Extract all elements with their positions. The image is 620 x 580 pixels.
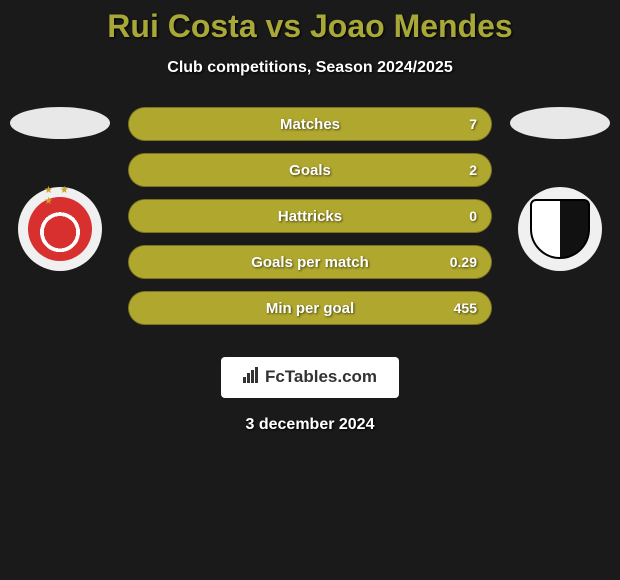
player-left-column: ★ ★ ★ <box>10 107 110 271</box>
stat-value-right: 7 <box>469 116 477 132</box>
player-left-club-badge: ★ ★ ★ <box>18 187 102 271</box>
date-line: 3 december 2024 <box>0 416 620 434</box>
page-title: Rui Costa vs Joao Mendes <box>0 8 620 45</box>
player-left-photo <box>10 107 110 139</box>
player-right-club-badge <box>518 187 602 271</box>
benfica-emblem-icon: ★ ★ ★ <box>28 197 92 261</box>
comparison-card: Rui Costa vs Joao Mendes Club competitio… <box>0 0 620 434</box>
stat-label: Goals per match <box>251 254 369 271</box>
stat-bar: Goals per match 0.29 <box>128 245 492 279</box>
stat-value-right: 0 <box>469 208 477 224</box>
footer: FcTables.com 3 december 2024 <box>0 357 620 434</box>
stat-value-right: 455 <box>454 300 477 316</box>
stats-column: Matches 7 Goals 2 Hattricks 0 Goals per match 0… <box>110 107 510 337</box>
stat-bar: Min per goal 455 <box>128 291 492 325</box>
brand-badge: FcTables.com <box>221 357 399 398</box>
stat-label: Hattricks <box>278 208 342 225</box>
stat-value-right: 0.29 <box>450 254 477 270</box>
subtitle: Club competitions, Season 2024/2025 <box>0 59 620 77</box>
stat-bar: Matches 7 <box>128 107 492 141</box>
player-right-column <box>510 107 610 271</box>
stat-value-right: 2 <box>469 162 477 178</box>
brand-text: FcTables.com <box>265 367 377 386</box>
bar-chart-icon <box>243 367 261 388</box>
vitoria-emblem-icon <box>530 199 590 259</box>
stat-bar: Goals 2 <box>128 153 492 187</box>
benfica-stars-icon: ★ ★ ★ <box>44 185 76 207</box>
stat-label: Min per goal <box>266 300 354 317</box>
main-area: ★ ★ ★ Matches 7 Goals 2 Hattricks 0 Goals per … <box>0 107 620 337</box>
player-right-photo <box>510 107 610 139</box>
stat-label: Matches <box>280 116 340 133</box>
stat-bar: Hattricks 0 <box>128 199 492 233</box>
stat-label: Goals <box>289 162 331 179</box>
